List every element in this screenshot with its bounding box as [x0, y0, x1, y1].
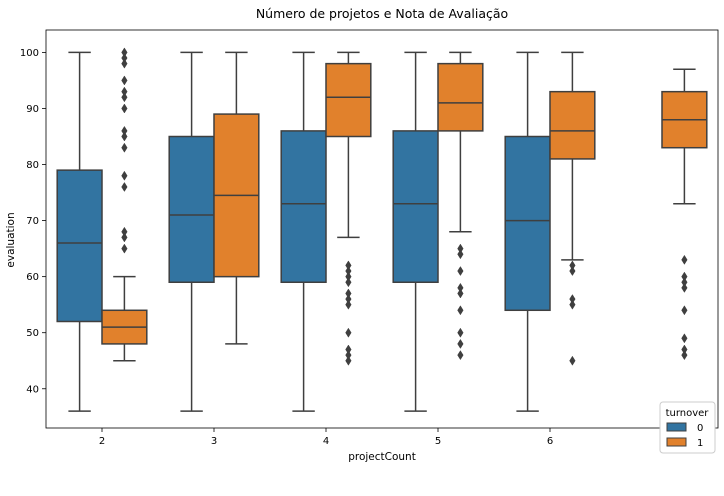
x-tick-label: 4 — [323, 436, 329, 447]
flier-series-1-4 — [345, 277, 352, 288]
box-series-0-2 — [56, 169, 103, 323]
x-tick-label: 5 — [435, 436, 441, 447]
flier-series-1-2 — [121, 142, 128, 153]
legend-label-0: 0 — [697, 423, 703, 434]
flier-series-1-7 — [681, 271, 688, 282]
y-tick-label: 80 — [26, 160, 39, 171]
flier-series-1-5 — [457, 338, 464, 349]
flier-series-1-4 — [345, 260, 352, 271]
flier-series-1-2 — [121, 53, 128, 64]
flier-series-1-4 — [345, 327, 352, 338]
flier-series-1-2 — [121, 232, 128, 243]
flier-series-1-7 — [681, 333, 688, 344]
x-tick-label: 3 — [211, 436, 217, 447]
flier-series-1-7 — [681, 344, 688, 355]
box-series-0-3 — [168, 135, 215, 284]
flier-series-1-5 — [457, 327, 464, 338]
legend: turnover 0 1 — [659, 401, 716, 454]
flier-series-1-5 — [457, 282, 464, 293]
flier-series-1-4 — [345, 294, 352, 305]
flier-series-1-4 — [345, 350, 352, 361]
y-tick-label: 60 — [26, 272, 39, 283]
flier-series-1-6 — [569, 299, 576, 310]
flier-series-1-6 — [569, 266, 576, 277]
flier-series-1-2 — [121, 243, 128, 254]
axes-frame — [45, 29, 719, 429]
flier-series-1-7 — [681, 282, 688, 293]
box-series-0-5 — [392, 130, 439, 284]
flier-series-1-2 — [121, 131, 128, 142]
plot-area: 405060708090100234567 — [20, 29, 719, 447]
legend-swatch-1 — [666, 437, 687, 447]
flier-series-1-2 — [121, 75, 128, 86]
flier-series-1-4 — [345, 355, 352, 366]
flier-series-1-4 — [345, 344, 352, 355]
flier-series-1-5 — [457, 305, 464, 316]
box-series-1-5 — [437, 62, 484, 132]
flier-series-1-4 — [345, 299, 352, 310]
legend-swatch-0 — [666, 422, 687, 432]
box-series-0-6 — [504, 135, 551, 312]
flier-series-1-7 — [681, 350, 688, 361]
flier-series-1-7 — [681, 305, 688, 316]
flier-series-1-5 — [457, 288, 464, 299]
y-tick-label: 50 — [26, 328, 39, 339]
y-tick-label: 100 — [20, 48, 39, 59]
flier-series-1-2 — [121, 103, 128, 114]
flier-series-1-2 — [121, 86, 128, 97]
flier-series-1-2 — [121, 92, 128, 103]
flier-series-1-2 — [121, 58, 128, 69]
flier-series-1-7 — [681, 254, 688, 265]
flier-series-1-5 — [457, 266, 464, 277]
box-series-1-6 — [549, 90, 596, 160]
flier-series-1-2 — [121, 125, 128, 136]
flier-series-1-5 — [457, 243, 464, 254]
flier-series-1-6 — [569, 260, 576, 271]
y-tick-label: 40 — [26, 384, 39, 395]
flier-series-1-2 — [121, 226, 128, 237]
flier-series-1-4 — [345, 288, 352, 299]
flier-series-1-5 — [457, 249, 464, 260]
chart-title: Número de projetos e Nota de Avaliação — [256, 6, 508, 21]
x-tick-label: 2 — [99, 436, 105, 447]
flier-series-1-7 — [681, 277, 688, 288]
flier-series-1-4 — [345, 271, 352, 282]
flier-series-1-6 — [569, 355, 576, 366]
flier-series-1-2 — [121, 170, 128, 181]
legend-title: turnover — [666, 408, 710, 419]
box-series-0-4 — [280, 130, 327, 284]
y-tick-label: 70 — [26, 216, 39, 227]
y-axis-label: evaluation — [5, 212, 17, 267]
flier-series-1-6 — [569, 294, 576, 305]
flier-series-1-4 — [345, 266, 352, 277]
x-axis-label: projectCount — [348, 451, 416, 463]
flier-series-1-2 — [121, 181, 128, 192]
flier-series-1-2 — [121, 47, 128, 58]
flier-series-1-5 — [457, 350, 464, 361]
y-tick-label: 90 — [26, 104, 39, 115]
legend-label-1: 1 — [697, 438, 703, 449]
box-series-1-4 — [325, 62, 372, 138]
x-tick-label: 6 — [547, 436, 553, 447]
